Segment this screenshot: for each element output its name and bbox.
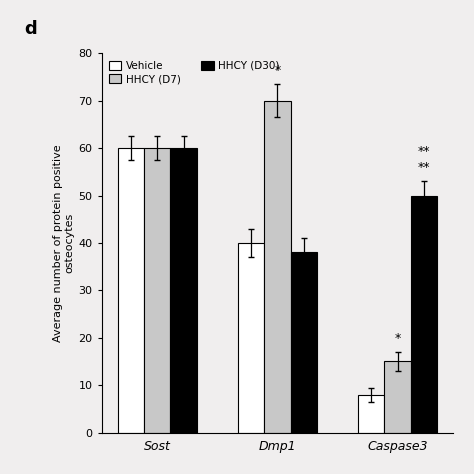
Legend: Vehicle, HHCY (D7), HHCY (D30): Vehicle, HHCY (D7), HHCY (D30) (107, 59, 282, 86)
Text: *: * (274, 64, 281, 77)
Text: *: * (394, 332, 401, 345)
Bar (171, 148, 197, 433)
Bar (291, 253, 317, 433)
Text: d: d (24, 20, 37, 38)
Y-axis label: Average number of protein positive
osteocytes: Average number of protein positive osteo… (53, 144, 74, 342)
Bar (358, 395, 384, 433)
Text: **: ** (418, 161, 430, 174)
Text: **: ** (418, 145, 430, 158)
Bar (264, 101, 291, 433)
Bar (384, 362, 411, 433)
Bar (411, 196, 437, 433)
Bar (118, 148, 144, 433)
Bar (144, 148, 171, 433)
Bar (238, 243, 264, 433)
